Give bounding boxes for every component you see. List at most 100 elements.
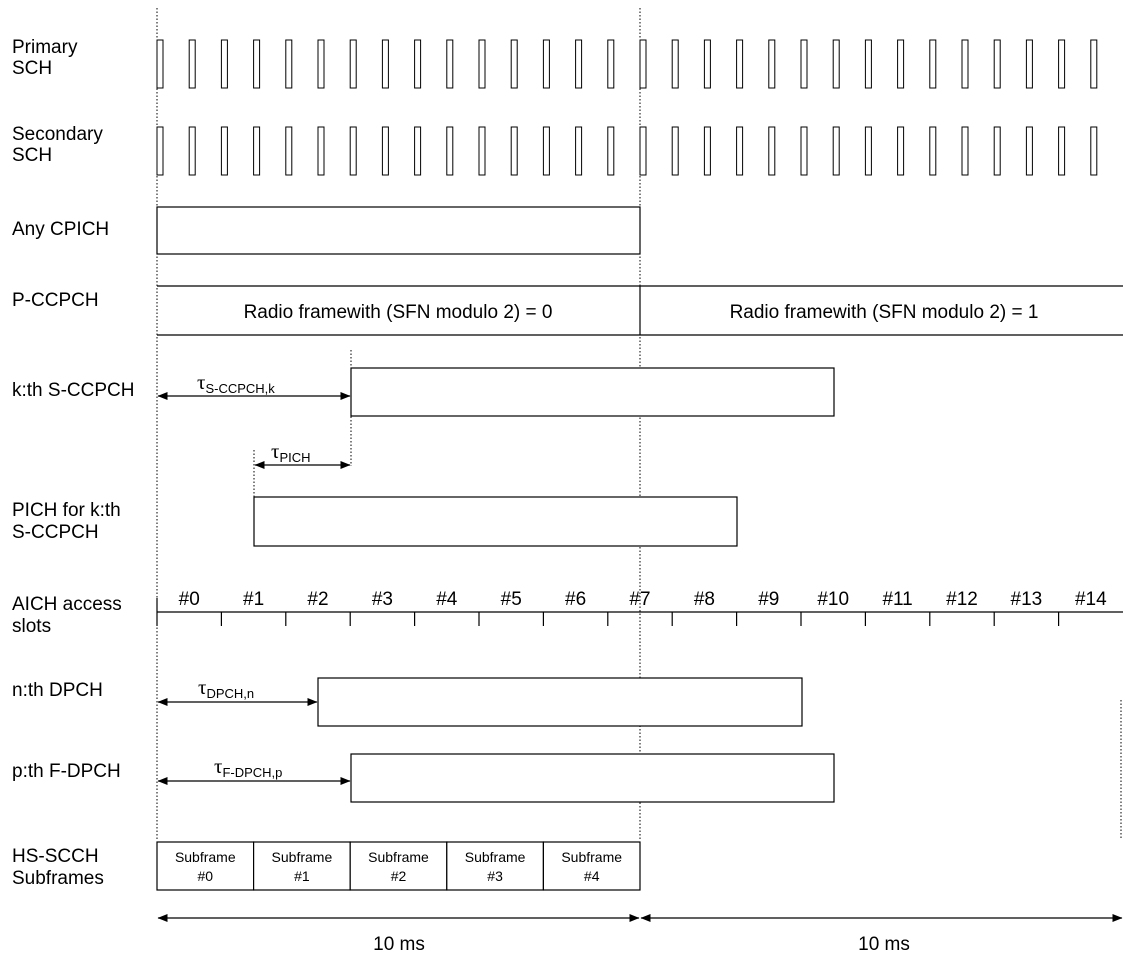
primary-sch-pulse: [414, 39, 422, 89]
secondary-sch-pulse: [961, 126, 969, 176]
subframe-number: #3: [487, 868, 503, 884]
secondary-sch-pulse: [607, 126, 615, 176]
subframe-number: #2: [391, 868, 407, 884]
secondary-sch-pulse: [1090, 126, 1098, 176]
secondary-sch-pulse: [736, 126, 744, 176]
subframe-box: [156, 841, 255, 891]
aich-slot-label: #8: [694, 589, 715, 610]
tau-pich-label: τPICH: [271, 439, 311, 465]
pich-frame-box: [253, 496, 738, 547]
duration-label-frame-1: 10 ms: [858, 934, 910, 955]
primary-sch-pulse: [381, 39, 389, 89]
dpch-label: n:th DPCH: [12, 680, 103, 701]
secondary-sch-pulse: [414, 126, 422, 176]
primary-sch-pulse: [639, 39, 647, 89]
cpich-frame-box: [156, 206, 641, 255]
fdpch-frame-box: [350, 753, 835, 803]
pccpch-frame-0-label: Radio framewith (SFN modulo 2) = 0: [244, 302, 553, 323]
primary-sch-pulse: [220, 39, 228, 89]
primary-sch-pulse: [864, 39, 872, 89]
secondary-sch-pulse: [832, 126, 840, 176]
pccpch-frame-1-label: Radio framewith (SFN modulo 2) = 1: [730, 302, 1039, 323]
subframe-number: #0: [198, 868, 214, 884]
primary-sch-pulse: [832, 39, 840, 89]
primary-sch-pulse: [349, 39, 357, 89]
secondary-sch-pulse: [446, 126, 454, 176]
primary-sch-pulses: [156, 39, 1098, 89]
secondary-sch-pulse: [703, 126, 711, 176]
primary-sch-pulse: [993, 39, 1001, 89]
subframe-box: [349, 841, 448, 891]
secondary-sch-pulse: [671, 126, 679, 176]
primary-sch-pulse: [671, 39, 679, 89]
aich-slot-label: #13: [1011, 589, 1043, 610]
primary-sch-pulse: [542, 39, 550, 89]
primary-sch-pulse: [929, 39, 937, 89]
subframe-box: [542, 841, 641, 891]
secondary-sch-pulse: [575, 126, 583, 176]
subframe-label: Subframe: [561, 849, 622, 865]
subframe-label: Subframe: [175, 849, 236, 865]
secondary-sch-pulse: [800, 126, 808, 176]
tau-sccpch-label: τS-CCPCH,k: [197, 370, 275, 396]
dpch-frame-box: [317, 677, 803, 727]
secondary-sch-pulse: [220, 126, 228, 176]
secondary-sch-pulse: [929, 126, 937, 176]
hsscch-subframes: Subframe #0 Subframe #1 Subframe #2 Subframe #3…: [156, 841, 641, 891]
primary-sch-pulse: [510, 39, 518, 89]
subframe-number: #1: [294, 868, 310, 884]
secondary-sch-pulses: [156, 126, 1098, 176]
secondary-sch-pulse: [381, 126, 389, 176]
primary-sch-pulse: [736, 39, 744, 89]
subframe-label: Subframe: [368, 849, 429, 865]
duration-label-frame-0: 10 ms: [373, 934, 425, 955]
primary-sch-pulse: [800, 39, 808, 89]
aich-slot-label: #3: [372, 589, 393, 610]
primary-sch-pulse: [253, 39, 261, 89]
secondary-sch-pulse: [349, 126, 357, 176]
secondary-sch-pulse: [897, 126, 905, 176]
cpich-label: Any CPICH: [12, 219, 109, 240]
pich-label: PICH for k:th S-CCPCH: [12, 500, 121, 543]
aich-slot-label: #10: [817, 589, 849, 610]
primary-sch-pulse: [446, 39, 454, 89]
primary-sch-pulse: [703, 39, 711, 89]
primary-sch-label: Primary SCH: [12, 37, 78, 79]
primary-sch-pulse: [1025, 39, 1033, 89]
primary-sch-pulse: [317, 39, 325, 89]
aich-slot-label: #6: [565, 589, 586, 610]
aich-slot-label: #4: [436, 589, 458, 610]
subframe-label: Subframe: [272, 849, 333, 865]
secondary-sch-pulse: [253, 126, 261, 176]
primary-sch-pulse: [768, 39, 776, 89]
secondary-sch-pulse: [864, 126, 872, 176]
aich-slot-label: #11: [882, 589, 912, 610]
hsscch-label: HS-SCCH Subframes: [12, 846, 104, 889]
primary-sch-pulse: [285, 39, 293, 89]
subframe-number: #4: [584, 868, 600, 884]
secondary-sch-pulse: [188, 126, 196, 176]
sccpch-frame-box: [350, 367, 835, 417]
primary-sch-pulse: [478, 39, 486, 89]
fdpch-label: p:th F-DPCH: [12, 761, 121, 782]
aich-slots: #0 #1 #2 #3 #4 #5 #6 #7 #8 #9 #10 #11 #12 #13 #14: [156, 589, 1107, 626]
aich-slot-label: #0: [179, 589, 200, 610]
primary-sch-pulse: [575, 39, 583, 89]
pccpch-label: P-CCPCH: [12, 290, 99, 311]
secondary-sch-pulse: [1058, 126, 1066, 176]
subframe-box: [446, 841, 544, 891]
primary-sch-pulse: [1090, 39, 1098, 89]
primary-sch-pulse: [156, 39, 164, 89]
secondary-sch-pulse: [1025, 126, 1033, 176]
secondary-sch-pulse: [993, 126, 1001, 176]
aich-slot-label: #5: [501, 589, 522, 610]
secondary-sch-pulse: [285, 126, 293, 176]
primary-sch-pulse: [188, 39, 196, 89]
aich-slot-label: #9: [758, 589, 779, 610]
secondary-sch-pulse: [542, 126, 550, 176]
primary-sch-pulse: [897, 39, 905, 89]
secondary-sch-pulse: [510, 126, 518, 176]
secondary-sch-pulse: [478, 126, 486, 176]
aich-slot-label: #2: [307, 589, 328, 610]
